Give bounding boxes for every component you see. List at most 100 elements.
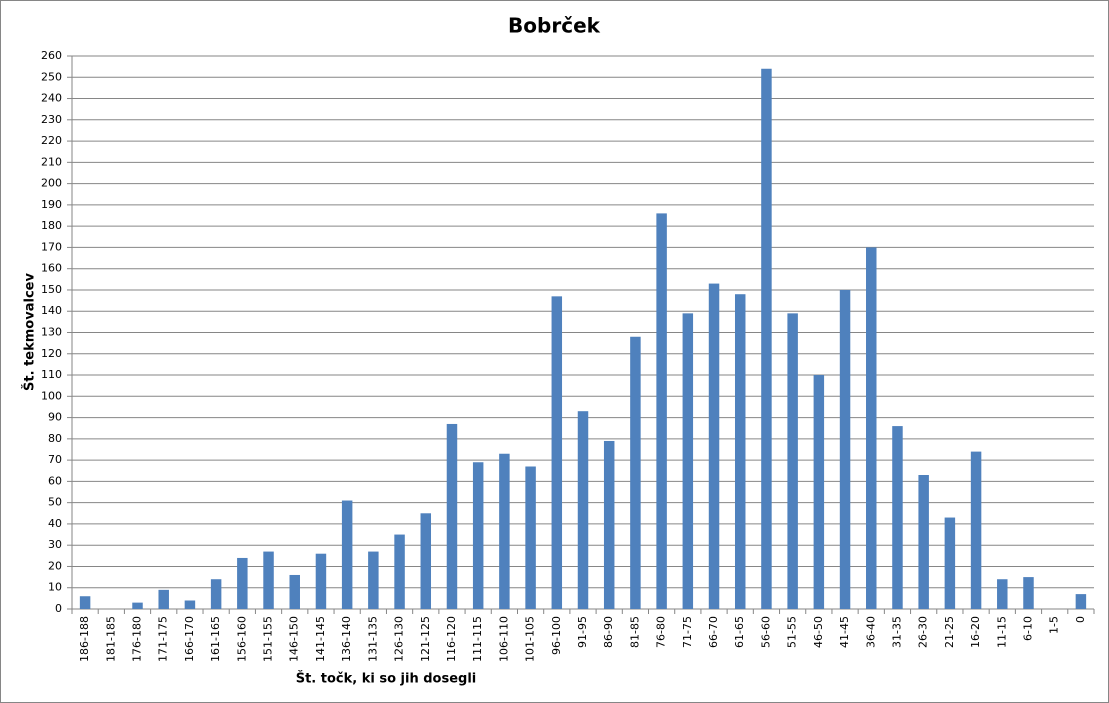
x-tick-label: 16-20	[969, 616, 982, 648]
bar	[551, 296, 563, 609]
y-tick-label: 230	[41, 113, 62, 126]
x-tick-label: 56-60	[759, 616, 772, 648]
bar	[315, 553, 327, 609]
y-tick-label: 150	[41, 283, 62, 296]
x-tick-label: 0	[1074, 616, 1087, 623]
x-tick-label: 96-100	[550, 616, 563, 655]
bar	[394, 534, 405, 609]
y-tick-label: 160	[41, 262, 62, 275]
y-tick-label: 250	[41, 70, 62, 83]
bar	[603, 440, 615, 609]
bar	[761, 68, 772, 609]
x-axis-title: Št. točk, ki so jih dosegli	[296, 671, 477, 687]
bar	[708, 283, 720, 609]
x-tick-label: 116-120	[445, 616, 458, 662]
bar	[184, 600, 196, 609]
x-tick-label: 136-140	[340, 616, 353, 662]
x-tick-label: 31-35	[890, 616, 903, 648]
bar	[970, 451, 982, 609]
y-tick-label: 50	[48, 496, 62, 509]
y-tick-label: 10	[48, 581, 62, 594]
x-tick-label: 11-15	[995, 616, 1008, 648]
bar	[472, 462, 484, 609]
x-tick-label: 186-188	[78, 616, 91, 662]
y-tick-label: 180	[41, 219, 62, 232]
y-tick-label: 190	[41, 198, 62, 211]
y-tick-label: 210	[41, 155, 62, 168]
x-tick-label: 171-175	[157, 616, 170, 662]
x-tick-label: 111-115	[471, 616, 484, 662]
x-tick-label: 176-180	[131, 616, 144, 662]
y-tick-label: 70	[48, 453, 62, 466]
x-tick-label: 91-95	[576, 616, 589, 648]
chart-title: Bobrček	[508, 14, 601, 38]
x-tick-label: 71-75	[681, 616, 694, 648]
bar	[132, 602, 143, 609]
bar	[289, 574, 300, 609]
bar	[892, 426, 903, 609]
bar	[630, 336, 641, 609]
y-tick-label: 220	[41, 134, 62, 147]
y-tick-label: 240	[41, 92, 62, 105]
x-tick-label: 101-105	[524, 616, 537, 662]
bar	[997, 579, 1008, 609]
y-tick-label: 260	[41, 49, 62, 62]
x-tick-label: 21-25	[943, 616, 956, 648]
bar	[446, 423, 458, 609]
bar	[1023, 577, 1034, 609]
x-tick-label: 6-10	[1021, 616, 1034, 641]
y-tick-label: 130	[41, 326, 62, 339]
bar	[577, 411, 589, 609]
y-tick-label: 60	[48, 474, 62, 487]
y-tick-label: 40	[48, 517, 62, 530]
bar	[420, 513, 432, 609]
y-tick-label: 110	[41, 368, 62, 381]
x-tick-label: 36-40	[864, 616, 877, 648]
bar	[839, 289, 851, 609]
y-tick-label: 200	[41, 177, 62, 190]
bar	[1075, 594, 1087, 609]
x-tick-label: 126-130	[393, 616, 406, 662]
x-tick-label: 41-45	[838, 616, 851, 648]
x-tick-label: 26-30	[917, 616, 930, 648]
x-tick-label: 46-50	[812, 616, 825, 648]
bar	[237, 557, 248, 609]
bar	[368, 551, 379, 609]
bar	[499, 453, 510, 609]
y-tick-label: 100	[41, 389, 62, 402]
x-tick-label: 161-165	[209, 616, 222, 662]
bar	[79, 596, 91, 609]
bar	[682, 313, 694, 609]
y-axis-title: Št. tekmovalcev	[22, 273, 38, 391]
y-tick-label: 20	[48, 559, 62, 572]
x-tick-label: 106-110	[497, 616, 510, 662]
bar	[944, 517, 956, 609]
x-tick-label: 131-135	[366, 616, 379, 662]
x-tick-label: 1-5	[1048, 616, 1061, 634]
x-tick-label: 181-185	[104, 616, 117, 662]
bar	[210, 579, 222, 609]
bar	[813, 375, 825, 609]
bar	[263, 551, 274, 609]
bar	[656, 213, 667, 609]
x-tick-label: 151-155	[262, 616, 275, 662]
bar	[787, 313, 798, 609]
x-tick-label: 51-55	[786, 616, 799, 648]
x-tick-label: 121-125	[419, 616, 432, 662]
bar	[866, 247, 877, 609]
y-tick-label: 90	[48, 411, 62, 424]
x-tick-label: 61-65	[733, 616, 746, 648]
y-tick-label: 120	[41, 347, 62, 360]
y-tick-label: 170	[41, 240, 62, 253]
bar	[525, 466, 536, 609]
x-tick-label: 76-80	[655, 616, 668, 648]
bar	[158, 589, 169, 609]
x-tick-label: 166-170	[183, 616, 196, 662]
x-tick-label: 66-70	[707, 616, 720, 648]
y-tick-label: 0	[55, 602, 62, 615]
bar	[918, 475, 929, 609]
bar	[341, 500, 353, 609]
x-tick-label: 141-145	[314, 616, 327, 662]
y-tick-label: 30	[48, 538, 62, 551]
